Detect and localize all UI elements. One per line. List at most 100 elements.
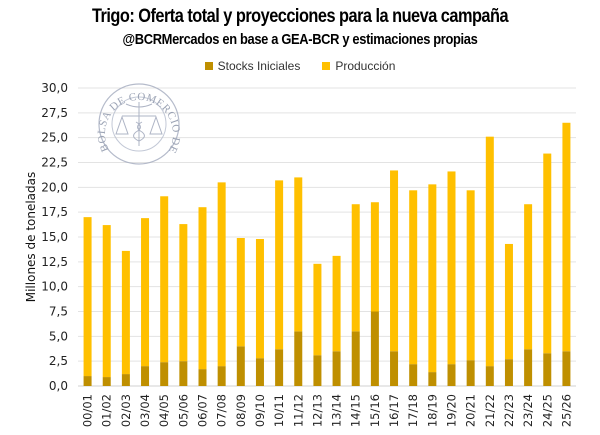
x-tick-label: 13/14 <box>330 394 344 427</box>
legend-label-produccion: Producción <box>335 59 396 73</box>
legend-item-stocks: Stocks Iniciales <box>204 59 301 73</box>
bars <box>83 122 571 386</box>
bar-stocks-iniciales <box>504 359 513 386</box>
x-tick-label: 21/22 <box>483 394 497 427</box>
x-tick-label: 19/20 <box>445 394 459 427</box>
bar-stocks-iniciales <box>332 351 341 386</box>
bar-stocks-iniciales <box>351 331 360 386</box>
x-tick-label: 00/01 <box>81 394 95 427</box>
bar-produccion <box>543 153 552 354</box>
bar-produccion <box>121 250 130 375</box>
x-tick-label: 11/12 <box>291 394 305 427</box>
bar-stocks-iniciales <box>447 364 456 386</box>
bar-produccion <box>179 224 188 362</box>
y-tick-label: 7,5 <box>49 305 68 319</box>
x-tick-label: 06/07 <box>196 394 210 427</box>
bar-stocks-iniciales <box>294 331 303 386</box>
bar-stocks-iniciales <box>179 361 188 386</box>
bar-stocks-iniciales <box>390 351 399 386</box>
x-tick-label: 18/19 <box>425 394 439 427</box>
bar-produccion <box>562 122 571 352</box>
gridlines <box>78 87 576 387</box>
x-tick-label: 22/23 <box>502 394 516 427</box>
x-axis-ticks: 00/01 01/02 02/03 03/04 04/05 05/06 06/07 07/08… <box>81 394 574 427</box>
x-tick-label: 05/06 <box>176 394 190 427</box>
y-tick-label: 25,0 <box>41 131 68 145</box>
x-tick-label: 02/03 <box>119 394 133 427</box>
y-tick-label: 2,5 <box>49 354 68 368</box>
bar-produccion <box>447 171 456 365</box>
watermark-text: BOLSA DE COMERCIO DE ROSARIO <box>0 0 182 155</box>
x-tick-label: 09/10 <box>253 394 267 427</box>
bar-produccion <box>83 217 92 377</box>
x-tick-label: 12/13 <box>310 394 324 427</box>
y-tick-label: 20,0 <box>41 180 68 194</box>
bar-produccion <box>466 190 475 361</box>
x-tick-label: 17/18 <box>406 394 420 427</box>
x-tick-label: 24/25 <box>540 394 554 427</box>
bar-stocks-iniciales <box>83 376 92 386</box>
y-tick-label: 27,5 <box>41 106 68 120</box>
bar-produccion <box>141 218 150 367</box>
x-tick-label: 14/15 <box>349 394 363 427</box>
legend-label-stocks: Stocks Iniciales <box>217 59 301 73</box>
y-tick-label: 12,5 <box>41 255 68 269</box>
bar-stocks-iniciales <box>198 369 207 386</box>
scales-caduceus-icon <box>115 102 163 146</box>
bar-produccion <box>102 225 111 378</box>
bar-stocks-iniciales <box>485 366 494 386</box>
bar-stocks-iniciales <box>275 349 284 386</box>
y-tick-label: 17,5 <box>41 205 68 219</box>
bar-produccion <box>351 204 360 332</box>
bar-produccion <box>275 180 284 350</box>
legend-swatch-stocks <box>204 62 213 70</box>
watermark-ring-inner <box>111 96 167 152</box>
bar-stocks-iniciales <box>543 353 552 386</box>
bar-stocks-iniciales <box>524 349 533 386</box>
x-tick-label: 08/09 <box>234 394 248 427</box>
bar-produccion <box>504 243 513 360</box>
bar-stocks-iniciales <box>141 366 150 386</box>
x-tick-label: 01/02 <box>100 394 114 427</box>
y-axis-label: Millones de toneladas <box>24 172 38 303</box>
bar-stocks-iniciales <box>102 377 111 386</box>
bar-stocks-iniciales <box>370 311 379 386</box>
chart-subtitle: @BCRMercados en base a GEA-BCR y estimac… <box>122 31 478 48</box>
bar-produccion <box>294 177 303 332</box>
x-tick-label: 10/11 <box>272 394 286 427</box>
bar-produccion <box>409 190 418 365</box>
x-tick-label: 25/26 <box>559 394 573 427</box>
x-tick-label: 23/24 <box>521 394 535 427</box>
bar-produccion <box>217 182 226 367</box>
bar-produccion <box>198 207 207 370</box>
legend-swatch-produccion <box>322 62 331 70</box>
bar-produccion <box>313 263 322 356</box>
bar-stocks-iniciales <box>121 374 130 386</box>
bar-stocks-iniciales <box>409 364 418 386</box>
bar-produccion <box>428 184 437 373</box>
y-tick-label: 15,0 <box>41 230 68 244</box>
bar-stocks-iniciales <box>313 355 322 386</box>
bar-produccion <box>524 204 533 350</box>
legend: Stocks Iniciales Producción <box>0 59 600 73</box>
x-tick-label: 20/21 <box>464 394 478 427</box>
x-tick-label: 15/16 <box>368 394 382 427</box>
bar-stocks-iniciales <box>562 351 571 386</box>
bar-stocks-iniciales <box>466 360 475 386</box>
x-tick-label: 07/08 <box>215 394 229 427</box>
y-tick-label: 30,0 <box>41 81 68 95</box>
bar-produccion <box>255 238 264 359</box>
bar-stocks-iniciales <box>236 346 245 386</box>
bar-produccion <box>485 136 494 367</box>
y-tick-label: 10,0 <box>41 280 68 294</box>
bar-stocks-iniciales <box>160 362 169 386</box>
legend-item-produccion: Producción <box>322 59 395 73</box>
bar-produccion <box>332 255 341 352</box>
x-tick-label: 16/17 <box>387 394 401 427</box>
x-tick-label: 03/04 <box>138 394 152 427</box>
y-tick-label: 22,5 <box>41 156 68 170</box>
y-axis-ticks: 0,0 2,5 5,0 7,5 10,0 12,5 15,0 17,5 20,0 22,5 25,0… <box>41 81 68 393</box>
x-tick-label: 04/05 <box>157 394 171 427</box>
y-tick-label: 0,0 <box>49 379 68 393</box>
